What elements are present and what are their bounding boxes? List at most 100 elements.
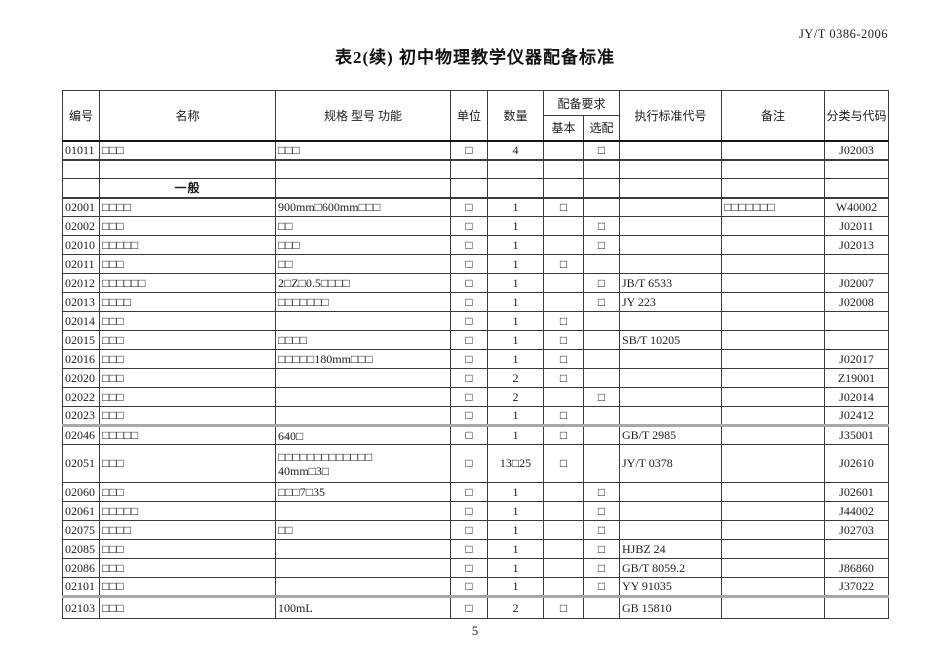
cell-note (721, 444, 826, 483)
table-row: 02075 □□□□ □□ □ 1 □ J02703 (62, 520, 890, 540)
cell-spec (275, 501, 451, 521)
cell-basic-check: □ (543, 311, 584, 331)
cell-spec: □□ (275, 216, 451, 236)
table-row: 02085 □□□ □ 1 □ HJBZ 24 (62, 539, 890, 559)
cell-quantity: 2 (487, 387, 544, 407)
cell-standard-code: SB/T 10205 (619, 330, 723, 350)
cell-class-code: J02412 (824, 406, 890, 426)
cell-quantity: 4 (487, 140, 544, 160)
cell-standard-code: JY 223 (619, 292, 723, 312)
cell-spec-line1: □□□□ (278, 333, 307, 347)
table-row: 02013 □□□□ □□□□□□□ □ 1 □ JY 223 J02008 (62, 292, 890, 312)
cell-unit: □ (450, 424, 488, 445)
cell-id: 02001 (62, 196, 100, 217)
cell-id: 02101 (62, 577, 100, 597)
cell-unit: □ (450, 349, 488, 369)
cell-note (721, 406, 826, 426)
col-header-standard: 执行标准代号 (619, 90, 723, 142)
cell-standard-code (619, 158, 723, 179)
table-row: 02051 □□□ □□□□□□□□□□□□□ 40mm□3□ □ 13□25 … (62, 444, 890, 483)
cell-standard-code: GB/T 2985 (619, 424, 723, 445)
cell-spec: □□□ (275, 235, 451, 255)
cell-optional-check (582, 406, 621, 426)
cell-basic-check (543, 140, 584, 160)
cell-spec-line1: □□ (278, 257, 293, 271)
cell-unit: □ (450, 235, 488, 255)
cell-name: □□□ (99, 558, 276, 578)
table-row: 02022 □□□ □ 2 □ J02014 (62, 387, 890, 407)
col-header-requirement: 配备要求 (542, 90, 621, 116)
col-header-name: 名称 (99, 90, 276, 142)
cell-spec (275, 387, 451, 407)
cell-note (721, 292, 826, 312)
cell-id: 02103 (62, 595, 100, 619)
cell-class-code (824, 539, 890, 559)
cell-spec (275, 178, 451, 198)
cell-id: 02061 (62, 501, 100, 521)
cell-quantity: 1 (487, 235, 544, 255)
cell-unit: □ (450, 501, 488, 521)
col-header-spec: 规格 型号 功能 (275, 90, 451, 142)
cell-unit: □ (450, 368, 488, 388)
cell-optional-check (582, 158, 621, 179)
cell-name: □□□ (99, 595, 276, 619)
cell-id: 02002 (62, 216, 100, 236)
cell-note (721, 349, 826, 369)
cell-optional-check: □ (582, 216, 621, 236)
cell-id (62, 178, 100, 198)
cell-name: □□□ (99, 311, 276, 331)
cell-quantity: 1 (487, 273, 544, 293)
cell-id: 02086 (62, 558, 100, 578)
cell-id: 02085 (62, 539, 100, 559)
cell-spec: □□□□□□□□□□□□□ 40mm□3□ (275, 444, 451, 483)
table-row: 02010 □□□□□ □□□ □ 1 □ J02013 (62, 235, 890, 255)
cell-id: 02011 (62, 254, 100, 274)
cell-id: 02015 (62, 330, 100, 350)
cell-spec-line1: 100mL (278, 601, 313, 615)
cell-quantity: 1 (487, 539, 544, 559)
cell-basic-check (543, 577, 584, 597)
col-header-unit: 单位 (450, 90, 488, 142)
cell-name: □□□□□ (99, 424, 276, 445)
cell-standard-code (619, 216, 723, 236)
cell-basic-check (543, 501, 584, 521)
cell-id: 02023 (62, 406, 100, 426)
cell-spec: 100mL (275, 595, 451, 619)
cell-standard-code (619, 254, 723, 274)
cell-basic-check: □ (543, 444, 584, 483)
cell-note (721, 158, 826, 179)
cell-basic-check (543, 558, 584, 578)
cell-basic-check (543, 158, 584, 179)
cell-unit: □ (450, 216, 488, 236)
doc-code: JY/T 0386-2006 (798, 27, 888, 41)
cell-optional-check: □ (582, 558, 621, 578)
cell-note (721, 539, 826, 559)
cell-id (62, 158, 100, 179)
cell-basic-check: □ (543, 424, 584, 445)
cell-optional-check: □ (582, 501, 621, 521)
cell-spec: □□ (275, 520, 451, 540)
cell-class-code: J02007 (824, 273, 890, 293)
cell-id: 02020 (62, 368, 100, 388)
cell-optional-check (582, 178, 621, 198)
cell-unit: □ (450, 330, 488, 350)
cell-name: □□□ (99, 254, 276, 274)
cell-class-code: J02610 (824, 444, 890, 483)
cell-basic-check (543, 520, 584, 540)
cell-id: 02012 (62, 273, 100, 293)
col-header-optional: 选配 (582, 115, 621, 142)
cell-unit: □ (450, 387, 488, 407)
cell-optional-check (582, 349, 621, 369)
cell-quantity: 1 (487, 216, 544, 236)
col-header-code: 分类与代码 (824, 90, 890, 142)
cell-name: □□□ (99, 349, 276, 369)
cell-class-code: J02011 (824, 216, 890, 236)
table-row: 02001 □□□□ 900mm□600mm□□□ □ 1 □ □□□□□□□ … (62, 196, 890, 217)
cell-class-code: J02003 (824, 140, 890, 160)
cell-unit: □ (450, 140, 488, 160)
table-row: 02061 □□□□□ □ 1 □ J44002 (62, 501, 890, 521)
cell-unit: □ (450, 595, 488, 619)
cell-unit: □ (450, 444, 488, 483)
cell-optional-check: □ (582, 140, 621, 160)
cell-id: 02016 (62, 349, 100, 369)
